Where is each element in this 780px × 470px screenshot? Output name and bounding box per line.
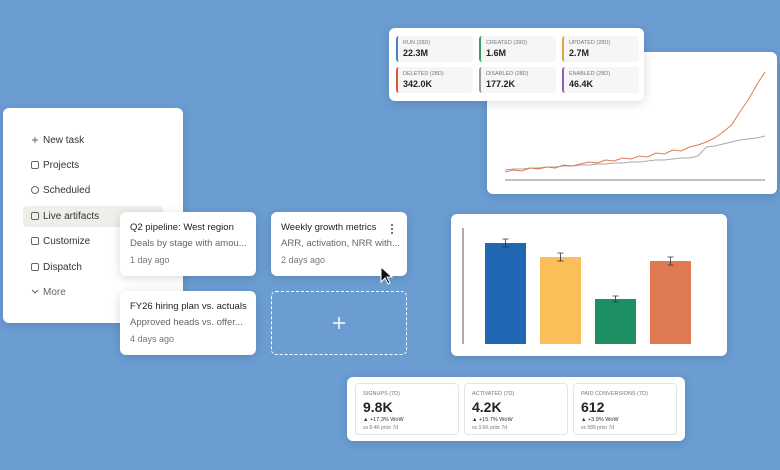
stat-value: 342.0K — [403, 79, 433, 89]
chevron-icon — [31, 289, 39, 294]
stat-label: ENABLED (28D) — [569, 71, 610, 77]
bar — [595, 299, 636, 344]
stat-value: 177.2K — [486, 79, 516, 89]
stat-value: 1.6M — [486, 48, 507, 58]
nav-item[interactable]: More — [43, 287, 66, 298]
nav-item[interactable]: Live artifacts — [43, 211, 100, 222]
metric-value: 612 — [581, 399, 605, 415]
artifact-time: 2 days ago — [281, 255, 326, 265]
error-bar — [557, 252, 564, 262]
stat-tile: DELETED (28D) 342.0K — [396, 67, 473, 93]
icon — [31, 186, 39, 194]
bar — [650, 261, 691, 344]
metric-change: ▲ +3.9% WoW — [581, 417, 619, 423]
stat-label: DELETED (28D) — [403, 71, 444, 77]
stat-value: 22.3M — [403, 48, 429, 58]
line — [504, 135, 766, 171]
error-bar — [612, 295, 619, 303]
artifact-title: FY26 hiring plan vs. actuals — [130, 301, 247, 312]
artifact-card[interactable]: Weekly growth metrics ARR, activation, N… — [271, 212, 407, 276]
new-artifact[interactable] — [271, 291, 407, 355]
artifact-title: Q2 pipeline: West region — [130, 222, 234, 233]
metric-change: ▲ +17.3% WoW — [363, 417, 404, 423]
icon — [31, 212, 39, 220]
metric-tile: ACTIVATED (7D) 4.2K ▲ +15.7% WoW vs 3.6K pr… — [464, 383, 568, 435]
metric-label: PAID CONVERSIONS (7D) — [581, 391, 648, 397]
icon — [31, 161, 39, 169]
stat-label: UPDATED (28D) — [569, 40, 611, 46]
plus-icon — [333, 317, 345, 329]
stat-label: RUN (28D) — [403, 40, 431, 46]
stat-tile: DISABLED (28D) 177.2K — [479, 67, 556, 93]
artifact-subtitle: Approved heads vs. offer... — [130, 317, 243, 328]
metric-value: 4.2K — [472, 399, 502, 415]
stat-label: CREATED (28D) — [486, 40, 528, 46]
artifact-card[interactable]: Q2 pipeline: West region Deals by stage … — [120, 212, 256, 276]
bar — [540, 257, 581, 344]
stats-card: RUN (28D) 22.3M CREATED (28D) 1.6M UPDATED (… — [389, 28, 644, 101]
stat-tile: RUN (28D) 22.3M — [396, 36, 473, 62]
stat-tile: UPDATED (28D) 2.7M — [562, 36, 639, 62]
metric-prior: vs 589 prior 7d — [581, 425, 615, 431]
stat-value: 2.7M — [569, 48, 590, 58]
icon — [31, 263, 39, 271]
stat-value: 46.4K — [569, 79, 594, 89]
cursor — [380, 266, 394, 285]
artifact-title: Weekly growth metrics — [281, 222, 377, 233]
metric-tile: PAID CONVERSIONS (7D) 612 ▲ +3.9% WoW vs 58… — [573, 383, 677, 435]
metric-change: ▲ +15.7% WoW — [472, 417, 513, 423]
metric-label: SIGNUPS (7D) — [363, 391, 400, 397]
error-bar — [502, 238, 509, 248]
error-bar — [667, 256, 674, 266]
metric-tile: SIGNUPS (7D) 9.8K ▲ +17.3% WoW vs 8.4K prio… — [355, 383, 459, 435]
artifact-subtitle: Deals by stage with amou... — [130, 238, 247, 249]
stat-tile: CREATED (28D) 1.6M — [479, 36, 556, 62]
nav-item[interactable]: New task — [43, 135, 85, 146]
stat-tile: ENABLED (28D) 46.4K — [562, 67, 639, 93]
nav-item[interactable]: Scheduled — [43, 185, 91, 196]
line — [504, 71, 766, 173]
artifact-subtitle: ARR, activation, NRR with... — [281, 238, 400, 249]
stat-label: DISABLED (28D) — [486, 71, 529, 77]
nav-item[interactable]: Projects — [43, 160, 80, 171]
bar — [485, 243, 526, 344]
artifact-card[interactable]: FY26 hiring plan vs. actuals Approved he… — [120, 291, 256, 355]
metric-label: ACTIVATED (7D) — [472, 391, 515, 397]
plus-icon — [32, 137, 38, 143]
artifact-time: 1 day ago — [130, 255, 170, 265]
nav-item[interactable]: Customize — [43, 236, 91, 247]
artifact-time: 4 days ago — [130, 334, 175, 344]
nav-item[interactable]: Dispatch — [43, 262, 82, 273]
icon — [31, 237, 39, 245]
metric-prior: vs 8.4K prior 7d — [363, 425, 399, 431]
metrics-card: SIGNUPS (7D) 9.8K ▲ +17.3% WoW vs 8.4K prio… — [347, 377, 685, 441]
more-icon[interactable] — [389, 223, 395, 235]
metric-value: 9.8K — [363, 399, 393, 415]
metric-prior: vs 3.6K prior 7d — [472, 425, 508, 431]
